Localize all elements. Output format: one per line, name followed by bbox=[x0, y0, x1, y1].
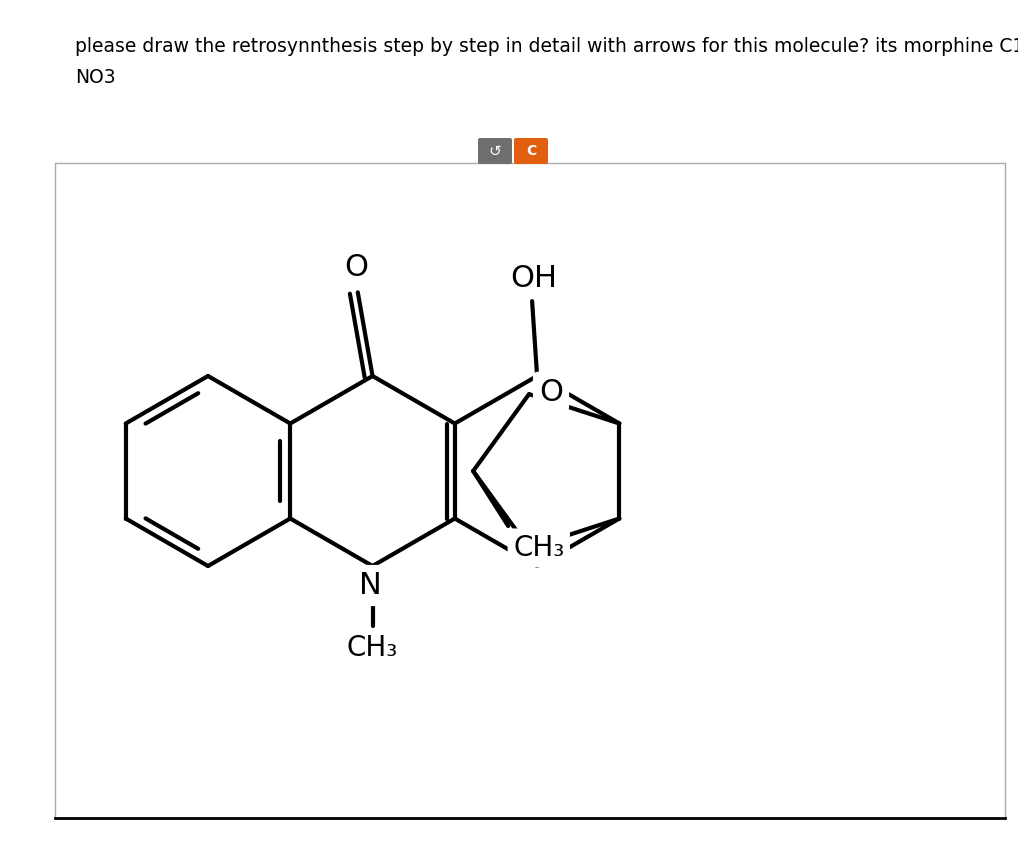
FancyBboxPatch shape bbox=[478, 138, 512, 164]
Text: OH: OH bbox=[511, 264, 558, 293]
Text: CH₃: CH₃ bbox=[513, 534, 564, 562]
Text: C: C bbox=[526, 144, 536, 158]
Text: NO3: NO3 bbox=[75, 68, 116, 87]
Text: CH₃: CH₃ bbox=[347, 634, 398, 662]
Text: ↺: ↺ bbox=[489, 144, 502, 158]
Text: O: O bbox=[539, 378, 563, 406]
Bar bbox=[55, 163, 1005, 818]
Text: N: N bbox=[359, 571, 382, 600]
Text: O: O bbox=[344, 253, 367, 282]
FancyBboxPatch shape bbox=[514, 138, 548, 164]
Text: please draw the retrosynnthesis step by step in detail with arrows for this mole: please draw the retrosynnthesis step by … bbox=[75, 37, 1018, 56]
